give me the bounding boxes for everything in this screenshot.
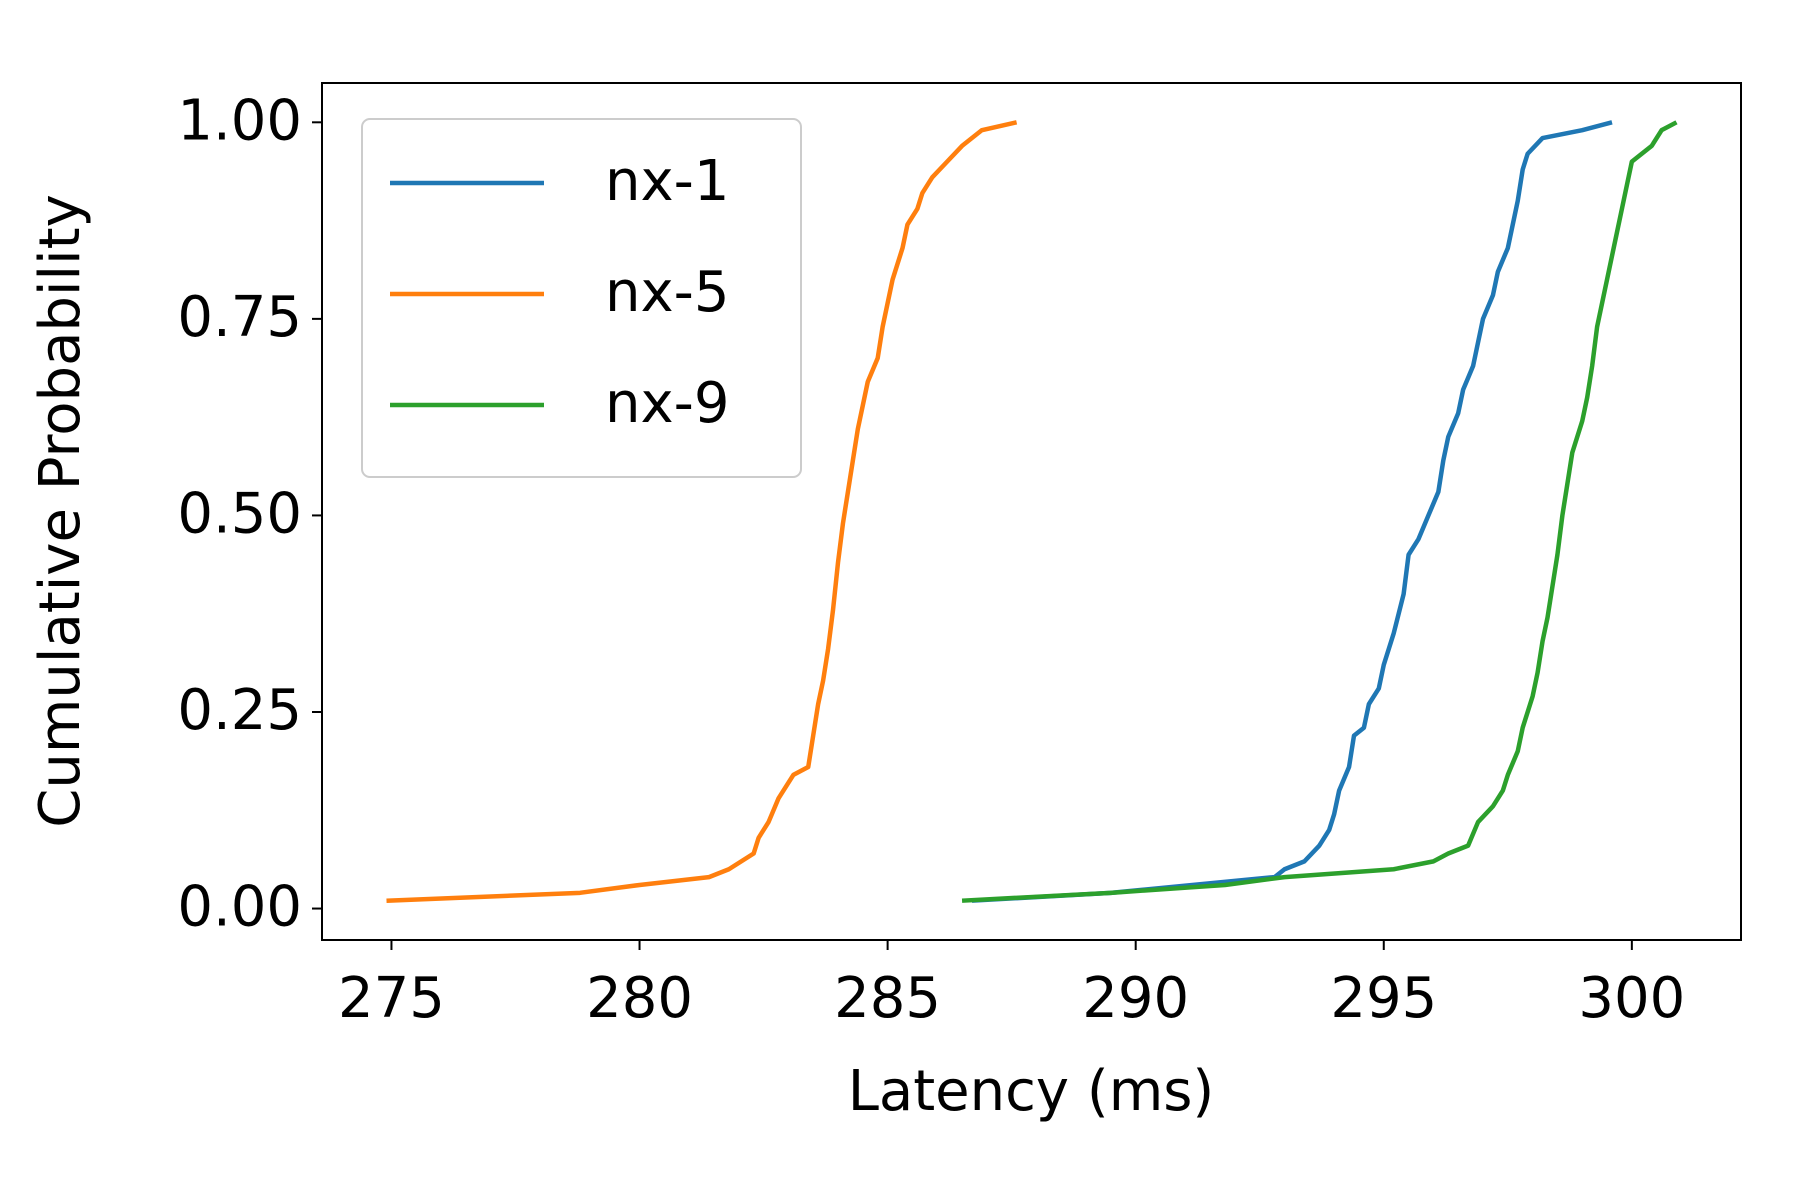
- x-tick-label: 290: [1082, 966, 1189, 1031]
- legend-box: [361, 118, 802, 478]
- y-tick-label: 0.75: [177, 285, 302, 350]
- cdf-line: [386, 120, 1018, 903]
- x-tick-label: 275: [338, 966, 445, 1031]
- plot-frame: [321, 82, 1742, 941]
- y-tick-label: 1.00: [177, 88, 302, 153]
- y-tick-label: 0.50: [177, 482, 302, 547]
- x-tick-label: 300: [1578, 966, 1685, 1031]
- legend-label: nx-5: [605, 260, 729, 325]
- x-tick-label: 295: [1330, 966, 1437, 1031]
- y-axis-label: Cumulative Probability: [28, 194, 93, 827]
- cdf-line: [971, 120, 1613, 903]
- x-tick-label: 285: [834, 966, 941, 1031]
- legend-label: nx-1: [605, 149, 729, 214]
- cdf-line: [961, 120, 1678, 903]
- y-tick-label: 0.25: [177, 678, 302, 743]
- x-axis-label: Latency (ms): [848, 1059, 1215, 1124]
- legend-label: nx-9: [605, 371, 729, 436]
- x-tick-label: 280: [586, 966, 693, 1031]
- y-tick-label: 0.00: [177, 875, 302, 940]
